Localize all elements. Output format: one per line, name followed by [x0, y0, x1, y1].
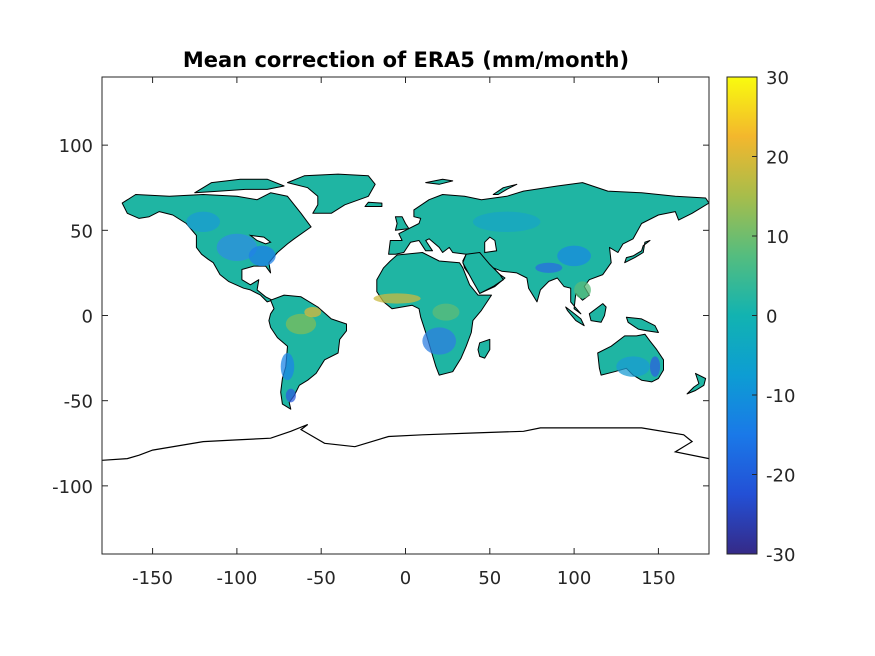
land-north-america — [121, 192, 312, 303]
x-tick-label: 50 — [478, 568, 501, 589]
land-canadian-arctic — [194, 178, 285, 194]
x-tick-label: -50 — [306, 568, 335, 589]
colorbar-tick-label: -10 — [766, 386, 795, 407]
correction-hotspot — [422, 327, 457, 355]
correction-hotspot — [557, 245, 591, 267]
land-arabia-bridge — [462, 252, 504, 294]
antarctica-coastline — [102, 423, 709, 461]
correction-hotspot — [304, 306, 322, 318]
x-tick-label: 100 — [557, 568, 591, 589]
y-tick-label: 100 — [59, 136, 93, 157]
correction-hotspot — [535, 262, 563, 273]
correction-hotspot — [472, 211, 541, 233]
plot-background — [102, 77, 709, 554]
correction-hotspot — [649, 356, 661, 377]
y-tick-label: 50 — [70, 221, 93, 242]
correction-hotspot — [574, 281, 591, 299]
x-tick-label: -100 — [216, 568, 257, 589]
correction-hotspot — [285, 388, 296, 403]
y-tick-label: -100 — [52, 477, 93, 498]
land-new-guinea — [625, 316, 659, 333]
colorbar-tick-label: 0 — [766, 307, 777, 328]
correction-hotspot — [432, 303, 460, 321]
chart-title: Mean correction of ERA5 (mm/month) — [183, 48, 629, 72]
y-axis: 100 50 0 -50 -100 — [52, 136, 709, 498]
x-tick-label: -150 — [132, 568, 173, 589]
land-svalbard — [425, 178, 454, 185]
x-tick-label: 0 — [400, 568, 411, 589]
correction-hotspots — [186, 211, 661, 403]
land-iceland — [364, 201, 383, 207]
caspian-sea — [484, 236, 498, 254]
correction-hotspot — [616, 356, 650, 377]
correction-hotspot — [248, 245, 276, 267]
land-japan — [624, 240, 651, 264]
correction-hotspot — [285, 313, 317, 335]
land-madagascar — [477, 338, 491, 359]
correction-hotspot — [280, 352, 295, 381]
colorbar-tick-label: 20 — [766, 148, 789, 169]
y-tick-label: -50 — [64, 392, 93, 413]
land-borneo — [588, 303, 607, 323]
colorbar-tick-label: -30 — [766, 545, 795, 566]
colorbar-tick-label: -20 — [766, 466, 795, 487]
x-tick-label: 150 — [641, 568, 675, 589]
colorbar-tick-label: 30 — [766, 68, 789, 89]
correction-hotspot — [373, 293, 421, 304]
land-sumatra — [565, 306, 585, 327]
colorbar-axis: 30 20 10 0 -10 -20 -30 — [752, 68, 795, 566]
y-tick-label: 0 — [82, 307, 93, 328]
great-lakes — [248, 234, 272, 245]
land-novaya-zemlya — [492, 183, 518, 195]
land-eurasia — [388, 182, 709, 315]
correction-hotspot — [186, 211, 221, 233]
x-axis: -150 -100 -50 0 50 100 150 — [132, 77, 676, 589]
land-greenland — [287, 173, 376, 214]
colorbar-tick-label: 10 — [766, 227, 789, 248]
land-new-zealand — [686, 372, 707, 395]
map-plot-area — [102, 77, 709, 554]
land-uk — [394, 216, 410, 231]
correction-hotspot — [216, 233, 258, 261]
